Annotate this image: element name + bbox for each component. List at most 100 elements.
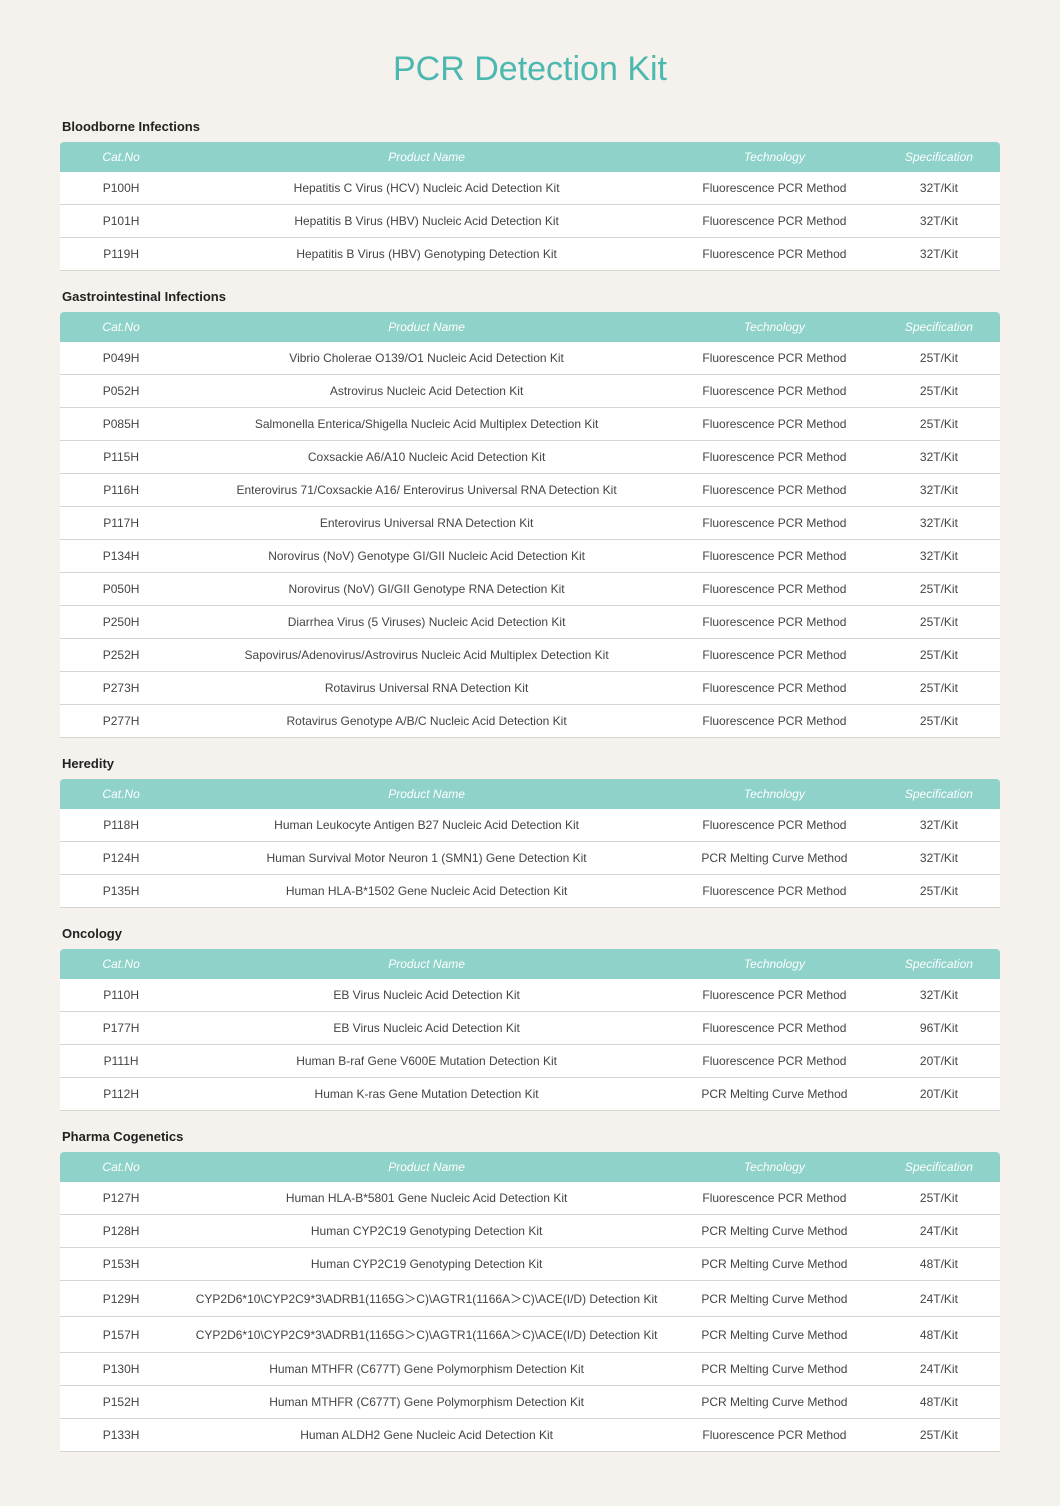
- table-cell: Fluorescence PCR Method: [671, 979, 878, 1012]
- table-cell: P250H: [60, 606, 182, 639]
- table-row: P252HSapovirus/Adenovirus/Astrovirus Nuc…: [60, 639, 1000, 672]
- table-cell: P119H: [60, 238, 182, 271]
- table-cell: 20T/Kit: [878, 1078, 1000, 1111]
- table-cell: Human HLA-B*5801 Gene Nucleic Acid Detec…: [182, 1182, 671, 1215]
- table-cell: 24T/Kit: [878, 1215, 1000, 1248]
- table-cell: P177H: [60, 1012, 182, 1045]
- table-cell: P157H: [60, 1317, 182, 1353]
- table-cell: P128H: [60, 1215, 182, 1248]
- table-cell: 25T/Kit: [878, 375, 1000, 408]
- table-cell: Enterovirus Universal RNA Detection Kit: [182, 507, 671, 540]
- table-cell: Fluorescence PCR Method: [671, 1182, 878, 1215]
- table-cell: Diarrhea Virus (5 Viruses) Nucleic Acid …: [182, 606, 671, 639]
- table-cell: Fluorescence PCR Method: [671, 238, 878, 271]
- table-cell: Fluorescence PCR Method: [671, 875, 878, 908]
- column-header: Technology: [671, 779, 878, 809]
- table-cell: P133H: [60, 1419, 182, 1452]
- table-cell: Norovirus (NoV) GI/GII Genotype RNA Dete…: [182, 573, 671, 606]
- table-cell: P252H: [60, 639, 182, 672]
- table-row: P110HEB Virus Nucleic Acid Detection Kit…: [60, 979, 1000, 1012]
- table-cell: Fluorescence PCR Method: [671, 441, 878, 474]
- table-cell: 32T/Kit: [878, 842, 1000, 875]
- table-cell: Human B-raf Gene V600E Mutation Detectio…: [182, 1045, 671, 1078]
- table-cell: Human CYP2C19 Genotyping Detection Kit: [182, 1215, 671, 1248]
- table-cell: Coxsackie A6/A10 Nucleic Acid Detection …: [182, 441, 671, 474]
- table-row: P115HCoxsackie A6/A10 Nucleic Acid Detec…: [60, 441, 1000, 474]
- table-cell: 25T/Kit: [878, 342, 1000, 375]
- table-cell: P130H: [60, 1353, 182, 1386]
- table-cell: P124H: [60, 842, 182, 875]
- product-table: Cat.NoProduct NameTechnologySpecificatio…: [60, 779, 1000, 908]
- table-cell: PCR Melting Curve Method: [671, 1353, 878, 1386]
- table-cell: Fluorescence PCR Method: [671, 1419, 878, 1452]
- table-cell: Fluorescence PCR Method: [671, 1045, 878, 1078]
- table-cell: 25T/Kit: [878, 672, 1000, 705]
- table-cell: P100H: [60, 172, 182, 205]
- column-header: Cat.No: [60, 949, 182, 979]
- table-cell: 25T/Kit: [878, 1182, 1000, 1215]
- table-row: P134HNorovirus (NoV) Genotype GI/GII Nuc…: [60, 540, 1000, 573]
- table-cell: 32T/Kit: [878, 441, 1000, 474]
- table-row: P277HRotavirus Genotype A/B/C Nucleic Ac…: [60, 705, 1000, 738]
- table-cell: PCR Melting Curve Method: [671, 1386, 878, 1419]
- table-cell: P050H: [60, 573, 182, 606]
- column-header: Technology: [671, 1152, 878, 1182]
- table-cell: 32T/Kit: [878, 979, 1000, 1012]
- table-cell: 32T/Kit: [878, 540, 1000, 573]
- table-cell: P273H: [60, 672, 182, 705]
- table-cell: P135H: [60, 875, 182, 908]
- table-cell: Fluorescence PCR Method: [671, 1012, 878, 1045]
- table-cell: Fluorescence PCR Method: [671, 705, 878, 738]
- table-cell: Human MTHFR (C677T) Gene Polymorphism De…: [182, 1353, 671, 1386]
- table-cell: P153H: [60, 1248, 182, 1281]
- table-row: P112HHuman K-ras Gene Mutation Detection…: [60, 1078, 1000, 1111]
- column-header: Specification: [878, 779, 1000, 809]
- table-cell: Fluorescence PCR Method: [671, 540, 878, 573]
- column-header: Technology: [671, 142, 878, 172]
- table-cell: P052H: [60, 375, 182, 408]
- table-cell: Human Survival Motor Neuron 1 (SMN1) Gen…: [182, 842, 671, 875]
- table-row: P128HHuman CYP2C19 Genotyping Detection …: [60, 1215, 1000, 1248]
- section-title: Oncology: [62, 926, 1000, 941]
- section-title: Pharma Cogenetics: [62, 1129, 1000, 1144]
- table-cell: Human CYP2C19 Genotyping Detection Kit: [182, 1248, 671, 1281]
- table-cell: Fluorescence PCR Method: [671, 672, 878, 705]
- table-cell: 48T/Kit: [878, 1248, 1000, 1281]
- table-row: P152HHuman MTHFR (C677T) Gene Polymorphi…: [60, 1386, 1000, 1419]
- table-cell: P115H: [60, 441, 182, 474]
- product-table: Cat.NoProduct NameTechnologySpecificatio…: [60, 949, 1000, 1111]
- column-header: Cat.No: [60, 1152, 182, 1182]
- product-table: Cat.NoProduct NameTechnologySpecificatio…: [60, 142, 1000, 271]
- section-title: Bloodborne Infections: [62, 119, 1000, 134]
- table-cell: Human HLA-B*1502 Gene Nucleic Acid Detec…: [182, 875, 671, 908]
- table-cell: Hepatitis C Virus (HCV) Nucleic Acid Det…: [182, 172, 671, 205]
- column-header: Product Name: [182, 1152, 671, 1182]
- table-cell: Human ALDH2 Gene Nucleic Acid Detection …: [182, 1419, 671, 1452]
- table-row: P157HCYP2D6*10\CYP2C9*3\ADRB1(1165G＞C)\A…: [60, 1317, 1000, 1353]
- table-cell: P110H: [60, 979, 182, 1012]
- table-cell: P049H: [60, 342, 182, 375]
- table-cell: 48T/Kit: [878, 1386, 1000, 1419]
- column-header: Product Name: [182, 949, 671, 979]
- column-header: Product Name: [182, 142, 671, 172]
- table-cell: P277H: [60, 705, 182, 738]
- table-cell: P129H: [60, 1281, 182, 1317]
- table-row: P133HHuman ALDH2 Gene Nucleic Acid Detec…: [60, 1419, 1000, 1452]
- table-cell: Human Leukocyte Antigen B27 Nucleic Acid…: [182, 809, 671, 842]
- column-header: Cat.No: [60, 312, 182, 342]
- table-cell: PCR Melting Curve Method: [671, 1248, 878, 1281]
- table-cell: Hepatitis B Virus (HBV) Nucleic Acid Det…: [182, 205, 671, 238]
- table-row: P130HHuman MTHFR (C677T) Gene Polymorphi…: [60, 1353, 1000, 1386]
- table-cell: Fluorescence PCR Method: [671, 342, 878, 375]
- table-cell: Fluorescence PCR Method: [671, 375, 878, 408]
- table-cell: P152H: [60, 1386, 182, 1419]
- sections-container: Bloodborne InfectionsCat.NoProduct NameT…: [60, 119, 1000, 1452]
- table-cell: Astrovirus Nucleic Acid Detection Kit: [182, 375, 671, 408]
- column-header: Cat.No: [60, 779, 182, 809]
- table-row: P127HHuman HLA-B*5801 Gene Nucleic Acid …: [60, 1182, 1000, 1215]
- table-cell: PCR Melting Curve Method: [671, 1078, 878, 1111]
- table-row: P177HEB Virus Nucleic Acid Detection Kit…: [60, 1012, 1000, 1045]
- column-header: Specification: [878, 949, 1000, 979]
- table-row: P124HHuman Survival Motor Neuron 1 (SMN1…: [60, 842, 1000, 875]
- table-cell: Fluorescence PCR Method: [671, 172, 878, 205]
